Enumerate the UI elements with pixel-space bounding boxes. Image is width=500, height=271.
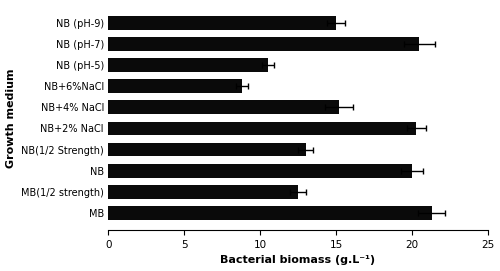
Bar xyxy=(108,185,298,199)
Bar xyxy=(108,100,339,114)
X-axis label: Bacterial biomass (g.L⁻¹): Bacterial biomass (g.L⁻¹) xyxy=(220,256,376,265)
Bar xyxy=(108,164,412,178)
Bar xyxy=(108,206,432,220)
Bar xyxy=(108,16,336,30)
Y-axis label: Growth medium: Growth medium xyxy=(6,68,16,167)
Bar xyxy=(108,79,242,93)
Bar xyxy=(108,143,306,156)
Bar xyxy=(108,122,416,135)
Bar xyxy=(108,58,268,72)
Bar xyxy=(108,37,420,51)
